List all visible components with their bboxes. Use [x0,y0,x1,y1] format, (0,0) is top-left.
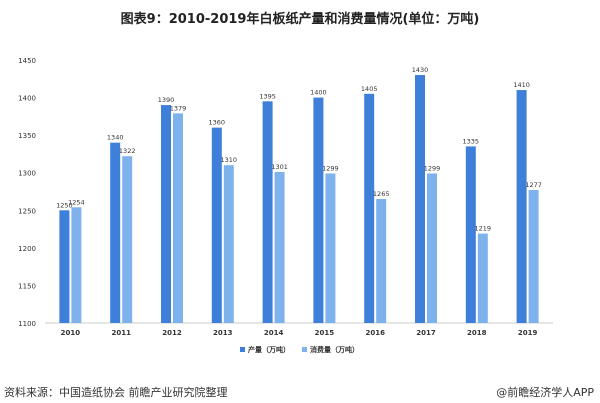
legend-swatch [302,347,307,352]
source-note: 资料来源：中国造纸协会 前瞻产业研究院整理 [4,386,228,399]
data-label: 1277 [525,181,542,189]
data-label: 1390 [158,96,175,104]
data-label: 1400 [310,89,327,97]
x-tick-label: 2019 [518,329,538,337]
y-tick-label: 1250 [18,207,36,215]
legend-label: 消费量（万吨） [310,345,359,354]
data-label: 1335 [463,137,480,145]
chart-title: 图表9：2010-2019年白板纸产量和消费量情况(单位：万吨) [120,12,480,27]
y-tick-label: 1100 [18,320,36,328]
data-label: 1219 [475,225,492,233]
bar [223,165,234,323]
bar [59,210,70,323]
bar [415,75,425,324]
x-tick-label: 2012 [162,329,182,337]
data-label: 1250 [56,201,73,209]
bar [262,101,273,323]
bar [71,207,82,323]
bar [161,105,171,323]
data-label: 1254 [68,198,85,206]
y-tick-label: 1150 [18,282,36,290]
bar [516,90,527,323]
bar [465,146,476,323]
y-tick-label: 1350 [18,132,36,140]
legend-swatch [240,347,245,352]
x-tick-label: 2015 [315,329,335,337]
bar [364,93,375,323]
data-label: 1360 [209,119,226,127]
x-tick-label: 2011 [111,329,131,337]
data-label: 1310 [221,156,238,164]
bar [528,189,539,323]
bar [173,113,183,323]
data-label: 1379 [170,104,187,112]
data-label: 1340 [107,134,124,142]
data-label: 1265 [373,190,390,198]
data-label: 1301 [271,163,288,171]
legend-label: 产量（万吨） [248,345,290,354]
bar [110,142,121,323]
x-tick-label: 2013 [213,329,233,337]
data-label: 1299 [424,164,441,172]
data-label: 1405 [361,85,378,93]
y-tick-label: 1200 [18,245,36,253]
bar [325,173,336,323]
brand-label: @前瞻经济学人APP [496,386,594,399]
x-tick-label: 2016 [365,329,385,337]
data-label: 1322 [119,147,136,155]
bar [211,127,222,323]
data-label: 1299 [322,164,339,172]
bar [274,171,285,323]
x-tick-label: 2014 [264,329,284,337]
bar [313,97,324,323]
x-tick-label: 2017 [416,329,436,337]
data-label: 1395 [259,92,276,100]
bar [376,199,387,323]
x-tick-label: 2018 [467,329,487,337]
y-tick-label: 1400 [18,95,36,103]
y-tick-label: 1300 [18,170,36,178]
x-tick-label: 2010 [61,329,81,337]
data-label: 1430 [412,66,429,74]
bar [122,156,133,323]
bar [477,233,488,323]
y-tick-label: 1450 [18,57,36,65]
bar [427,173,437,323]
data-label: 1410 [513,81,530,89]
